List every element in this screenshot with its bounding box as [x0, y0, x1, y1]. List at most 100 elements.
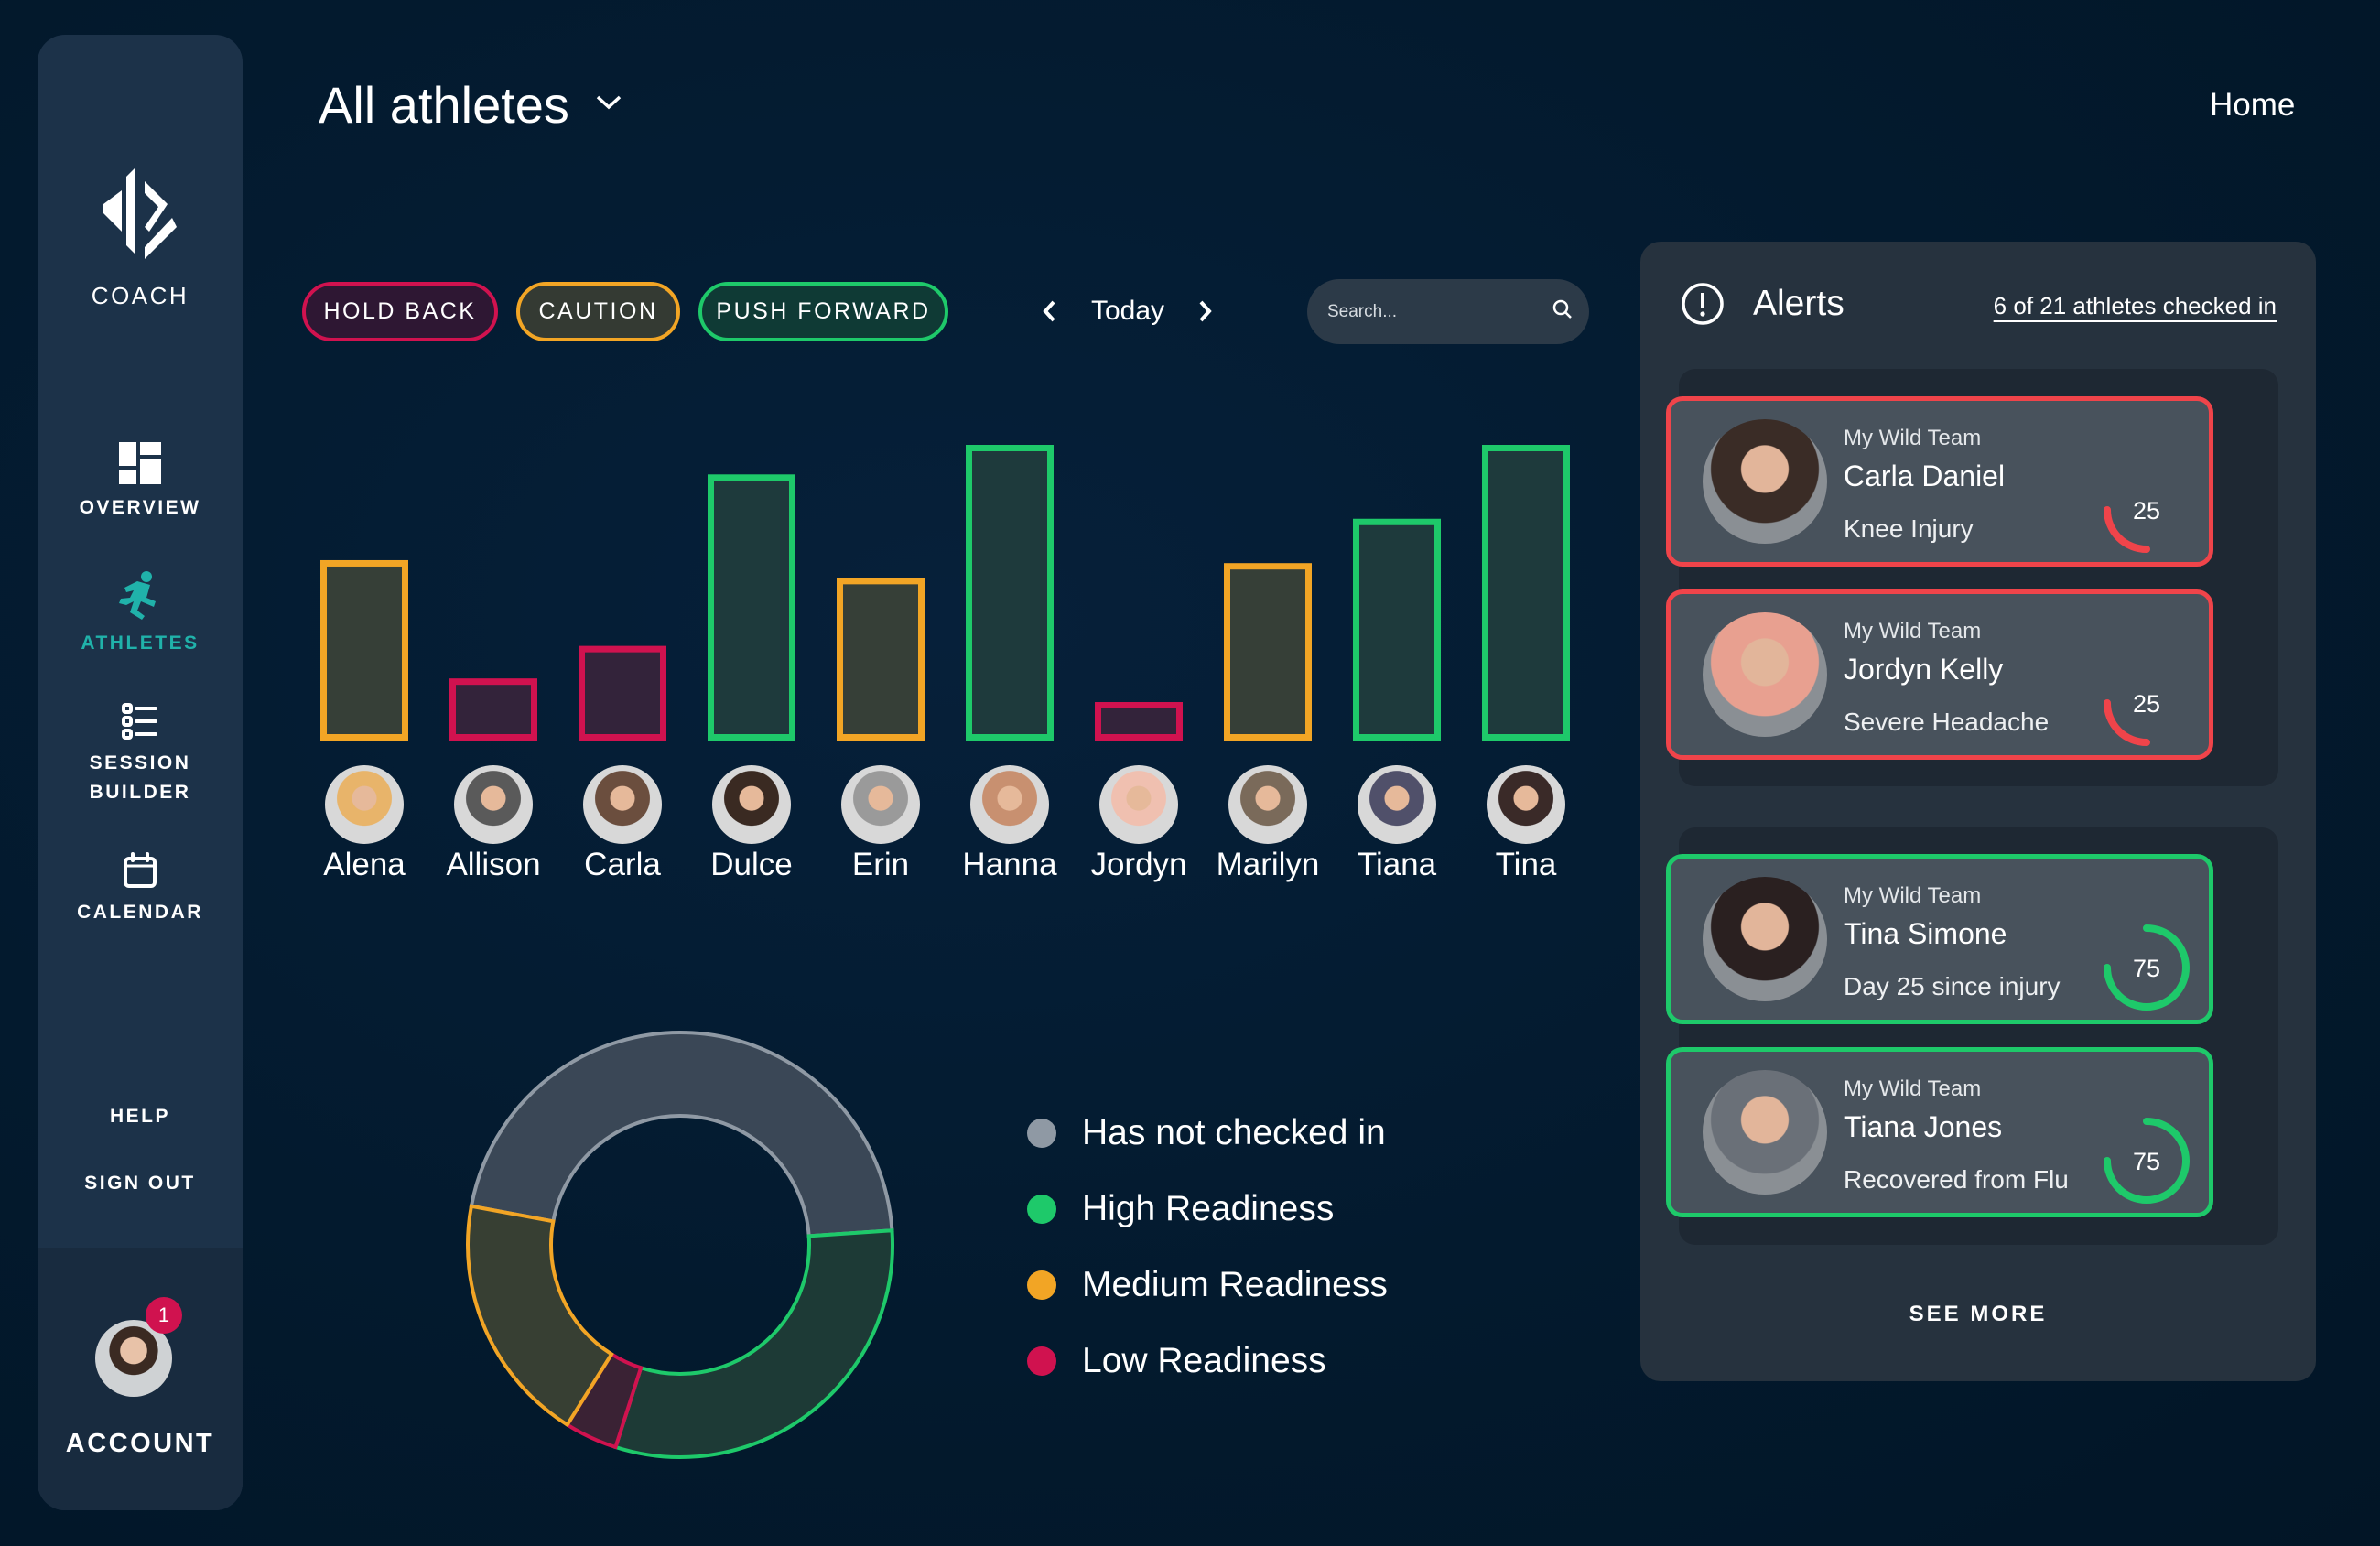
alert-card[interactable]: My Wild Team Jordyn Kelly Severe Headach…: [1666, 589, 2213, 760]
athlete-group-dropdown[interactable]: All athletes: [319, 75, 622, 135]
alert-card[interactable]: My Wild Team Tiana Jones Recovered from …: [1666, 1047, 2213, 1217]
athlete-name[interactable]: Tiana: [1357, 847, 1437, 882]
team-name: My Wild Team: [1844, 426, 1982, 450]
bar-dulce[interactable]: [708, 474, 795, 741]
athlete-name[interactable]: Hanna: [962, 847, 1057, 882]
readiness-score: 75: [2133, 955, 2161, 982]
athlete-avatar[interactable]: [1099, 765, 1178, 844]
team-name: My Wild Team: [1844, 619, 1982, 643]
donut-segment-high-readiness[interactable]: [612, 1228, 894, 1459]
readiness-score: 25: [2133, 690, 2161, 718]
alert-card[interactable]: My Wild Team Tina Simone Day 25 since in…: [1666, 854, 2213, 1024]
athlete-name: Jordyn Kelly: [1844, 653, 2004, 686]
orange-dot-icon: [1027, 1270, 1056, 1300]
athlete-avatar[interactable]: [841, 765, 920, 844]
legend-item-low: Low Readiness: [1027, 1341, 1326, 1381]
sidebar-item-overview[interactable]: OVERVIEW: [38, 442, 243, 519]
athlete-avatar[interactable]: [970, 765, 1049, 844]
athlete-avatar[interactable]: [583, 765, 662, 844]
bar-alena[interactable]: [320, 559, 408, 741]
athlete-avatar[interactable]: [325, 765, 404, 844]
gauge-arc: [2104, 1118, 2190, 1204]
sidebar-item-calendar[interactable]: CALENDAR: [38, 852, 243, 924]
donut-segment-has-not-checked-in[interactable]: [469, 1031, 894, 1238]
alert-card[interactable]: My Wild Team Carla Daniel Knee Injury 25: [1666, 396, 2213, 567]
readiness-score: 25: [2133, 497, 2161, 524]
date-label: Today: [1091, 296, 1165, 326]
legend-label: High Readiness: [1082, 1189, 1335, 1228]
bar-erin[interactable]: [837, 578, 925, 741]
bar-marilyn[interactable]: [1224, 563, 1312, 741]
bar-jordyn[interactable]: [1095, 702, 1183, 741]
sidebar-item-label: BUILDER: [89, 782, 191, 803]
search-icon[interactable]: [1552, 298, 1574, 325]
legend-label: Medium Readiness: [1082, 1265, 1388, 1304]
readiness-gauge: [2104, 1118, 2190, 1204]
sidebar-item-athletes[interactable]: ATHLETES: [38, 570, 243, 654]
legend-label: Has not checked in: [1082, 1113, 1386, 1152]
dashboard-icon: [38, 442, 243, 484]
sidebar-item-label: SESSION: [89, 752, 191, 773]
athlete-name[interactable]: Alena: [323, 847, 406, 882]
readiness-bar-chart: [320, 445, 1570, 741]
hold-back-filter[interactable]: HOLD BACK: [302, 282, 498, 341]
previous-day-button[interactable]: [1037, 295, 1063, 332]
search-box[interactable]: [1307, 279, 1589, 344]
chevron-down-icon: [595, 94, 622, 115]
team-name: My Wild Team: [1844, 1076, 1982, 1101]
bar-carla[interactable]: [579, 645, 666, 741]
home-link[interactable]: Home: [2210, 87, 2296, 123]
readiness-donut-chart: [466, 1031, 894, 1459]
help-link[interactable]: HELP: [109, 1106, 170, 1127]
bar-hanna[interactable]: [966, 445, 1054, 741]
see-more-button[interactable]: SEE MORE: [1909, 1302, 2048, 1326]
sidebar-item-label: CALENDAR: [77, 902, 203, 923]
checked-in-link[interactable]: 6 of 21 athletes checked in: [1993, 292, 2277, 319]
athlete-photo: [1703, 419, 1827, 544]
alert-note: Day 25 since injury: [1844, 972, 2061, 1000]
bar-tiana[interactable]: [1353, 518, 1441, 741]
donut-segment-medium-readiness[interactable]: [466, 1204, 614, 1428]
athlete-name[interactable]: Erin: [851, 847, 910, 882]
page-title: All athletes: [319, 76, 569, 134]
athlete-name: Carla Daniel: [1844, 459, 2006, 492]
sign-out-link[interactable]: SIGN OUT: [84, 1173, 196, 1194]
readiness-score: 75: [2133, 1148, 2161, 1175]
gauge-arc: [2104, 924, 2190, 1011]
athlete-avatar[interactable]: [1358, 765, 1436, 844]
athlete-avatar[interactable]: [712, 765, 791, 844]
athlete-avatar[interactable]: [1487, 765, 1565, 844]
athlete-name[interactable]: Jordyn: [1090, 847, 1187, 882]
athlete-photo: [1703, 877, 1827, 1001]
team-name: My Wild Team: [1844, 883, 1982, 908]
push-forward-filter[interactable]: PUSH FORWARD: [698, 282, 948, 341]
account-label: ACCOUNT: [65, 1429, 215, 1458]
grey-dot-icon: [1027, 1119, 1056, 1148]
athlete-name[interactable]: Tina: [1495, 847, 1557, 882]
caution-filter[interactable]: CAUTION: [516, 282, 680, 341]
gauge-arc: [2104, 506, 2150, 553]
athlete-avatar[interactable]: [1228, 765, 1307, 844]
logo-icon: [94, 163, 186, 268]
alert-note: Recovered from Flu: [1844, 1165, 2069, 1194]
alert-note: Knee Injury: [1844, 514, 1974, 543]
green-dot-icon: [1027, 1195, 1056, 1224]
search-input[interactable]: [1327, 301, 1552, 322]
athlete-name[interactable]: Carla: [584, 847, 661, 882]
alerts-title: Alerts: [1753, 284, 1844, 323]
bar-tina[interactable]: [1482, 445, 1570, 741]
athlete-avatar[interactable]: [454, 765, 533, 844]
sidebar-item-session-builder[interactable]: SESSION BUILDER: [38, 703, 243, 804]
bar-allison[interactable]: [449, 678, 537, 741]
readiness-gauge: [2104, 506, 2150, 553]
athlete-name[interactable]: Allison: [446, 847, 541, 882]
next-day-button[interactable]: [1192, 295, 1217, 332]
athlete-name[interactable]: Marilyn: [1216, 847, 1320, 882]
account-section[interactable]: 1 ACCOUNT: [38, 1248, 243, 1510]
red-dot-icon: [1027, 1346, 1056, 1376]
alerts-panel: Alerts 6 of 21 athletes checked in SEE M…: [1640, 242, 2316, 1381]
athlete-name[interactable]: Dulce: [710, 847, 793, 882]
athlete-name: Tiana Jones: [1844, 1110, 2003, 1143]
sidebar-item-label: ATHLETES: [81, 632, 200, 654]
alert-circle-icon: [1681, 282, 1725, 330]
